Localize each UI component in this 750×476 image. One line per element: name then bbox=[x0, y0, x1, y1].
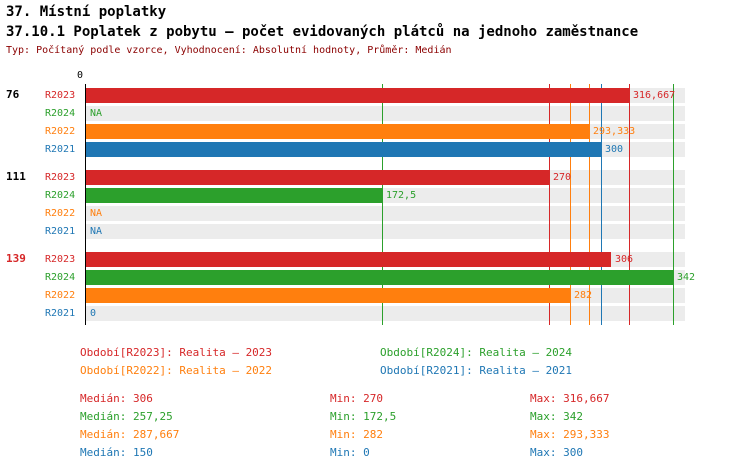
bar-value-label: 270 bbox=[553, 172, 572, 183]
legend-item-r2024: Období[R2024]: Realita – 2024 bbox=[380, 346, 573, 359]
series-label: R2022 bbox=[45, 208, 76, 219]
bar bbox=[86, 252, 611, 267]
minmax-line-r2023 bbox=[629, 84, 630, 325]
bar-track bbox=[85, 224, 685, 239]
bar-track bbox=[85, 306, 685, 321]
bar-value-label: 342 bbox=[677, 272, 696, 283]
series-label: R2021 bbox=[45, 226, 76, 237]
bar bbox=[86, 170, 549, 185]
bar-value-label: 293,333 bbox=[593, 126, 636, 137]
stat-median-r2022: Medián: 287,667 bbox=[80, 428, 180, 441]
series-label: R2021 bbox=[45, 308, 76, 319]
stat-median-r2021: Medián: 150 bbox=[80, 446, 153, 459]
stat-max-r2023: Max: 316,667 bbox=[530, 392, 610, 405]
stat-min-r2024: Min: 172,5 bbox=[330, 410, 397, 423]
bar bbox=[86, 288, 570, 303]
minmax-line-r2021 bbox=[601, 84, 602, 325]
bar-value-label: 316,667 bbox=[633, 90, 676, 101]
series-label: R2023 bbox=[45, 90, 76, 101]
bar-track bbox=[85, 206, 685, 221]
bar bbox=[86, 142, 601, 157]
legend-item-r2022: Období[R2022]: Realita – 2022 bbox=[80, 364, 273, 377]
stats-panel: Medián: 306 Min: 270 Max: 316,667 Medián: 2… bbox=[0, 392, 750, 465]
bar bbox=[86, 270, 673, 285]
stat-min-r2022: Min: 282 bbox=[330, 428, 383, 441]
bar-value-label: 282 bbox=[574, 290, 593, 301]
bar-value-label: NA bbox=[90, 208, 103, 219]
stat-median-r2024: Medián: 257,25 bbox=[80, 410, 173, 423]
bar-value-label: NA bbox=[90, 108, 103, 119]
legend: Období[R2023]: Realita – 2023 Období[R202… bbox=[0, 346, 750, 383]
bar-track bbox=[85, 106, 685, 121]
minmax-line-r2024 bbox=[673, 84, 674, 325]
series-label: R2021 bbox=[45, 144, 76, 155]
value-axis-line bbox=[85, 84, 86, 325]
bar bbox=[86, 88, 629, 103]
series-label: R2023 bbox=[45, 254, 76, 265]
bar-value-label: 0 bbox=[90, 308, 97, 319]
axis-zero-label: 0 bbox=[76, 70, 83, 81]
bar bbox=[86, 124, 589, 139]
series-label: R2022 bbox=[45, 290, 76, 301]
bar-value-label: 306 bbox=[615, 254, 634, 265]
legend-item-r2023: Období[R2023]: Realita – 2023 bbox=[80, 346, 273, 359]
minmax-line-r2022 bbox=[570, 84, 571, 325]
chart-subtitle: Typ: Počítaný podle vzorce, Vyhodnocení:… bbox=[6, 45, 452, 56]
series-label: R2024 bbox=[45, 190, 76, 201]
bar-value-label: 172,5 bbox=[386, 190, 417, 201]
bar bbox=[86, 188, 382, 203]
minmax-line-r2024 bbox=[382, 84, 383, 325]
group-label: 139 bbox=[6, 252, 26, 265]
plot-area: 76 R2023 316,667 R2024 NA R2022 293,333 R2021 30… bbox=[6, 84, 696, 325]
bar-value-label: 300 bbox=[605, 144, 624, 155]
page-title: 37. Místní poplatky bbox=[6, 4, 167, 20]
group-label: 111 bbox=[6, 170, 26, 183]
bar-value-label: NA bbox=[90, 226, 103, 237]
stat-max-r2021: Max: 300 bbox=[530, 446, 583, 459]
stat-min-r2023: Min: 270 bbox=[330, 392, 383, 405]
legend-item-r2021: Období[R2021]: Realita – 2021 bbox=[380, 364, 573, 377]
minmax-line-r2022 bbox=[589, 84, 590, 325]
series-label: R2024 bbox=[45, 272, 76, 283]
group-label: 76 bbox=[6, 88, 20, 101]
series-label: R2022 bbox=[45, 126, 76, 137]
series-label: R2024 bbox=[45, 108, 76, 119]
stat-min-r2021: Min: 0 bbox=[330, 446, 370, 459]
series-label: R2023 bbox=[45, 172, 76, 183]
chart-title: 37.10.1 Poplatek z pobytu – počet evidov… bbox=[6, 24, 639, 40]
stat-max-r2022: Max: 293,333 bbox=[530, 428, 610, 441]
stat-median-r2023: Medián: 306 bbox=[80, 392, 153, 405]
minmax-line-r2023 bbox=[549, 84, 550, 325]
stat-max-r2024: Max: 342 bbox=[530, 410, 583, 423]
